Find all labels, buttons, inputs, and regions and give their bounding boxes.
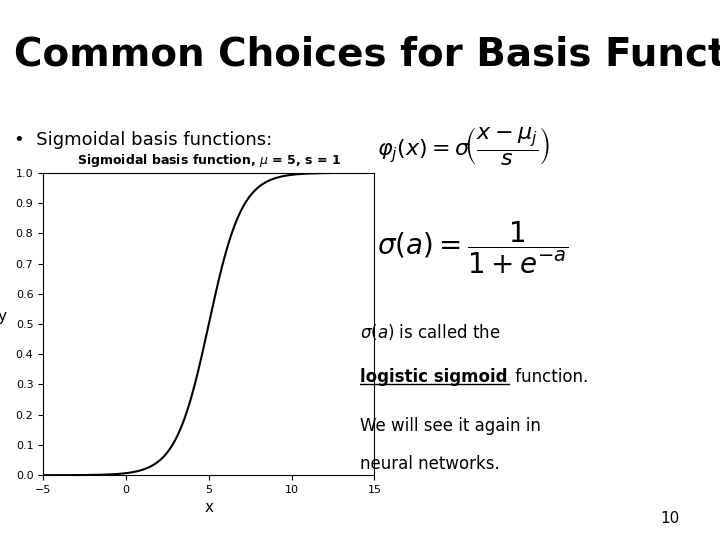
Text: Common Choices for Basis Functions: Common Choices for Basis Functions — [14, 35, 720, 73]
Text: $\sigma(a)$ is called the: $\sigma(a)$ is called the — [360, 322, 500, 342]
X-axis label: x: x — [204, 501, 213, 516]
Text: $\varphi_j(x) = \sigma\!\left(\dfrac{x-\mu_j}{s}\right)$: $\varphi_j(x) = \sigma\!\left(\dfrac{x-\… — [377, 125, 551, 167]
Text: logistic sigmoid: logistic sigmoid — [360, 368, 508, 387]
Text: $\sigma(a) = \dfrac{1}{1+e^{-a}}$: $\sigma(a) = \dfrac{1}{1+e^{-a}}$ — [377, 220, 569, 276]
Text: We will see it again in: We will see it again in — [360, 417, 541, 435]
Text: •  Sigmoidal basis functions:: • Sigmoidal basis functions: — [14, 131, 273, 150]
Text: neural networks.: neural networks. — [360, 455, 500, 473]
Text: function.: function. — [510, 368, 588, 387]
Text: 10: 10 — [660, 511, 679, 526]
Title: Sigmoidal basis function, $\mu$ = 5, s = 1: Sigmoidal basis function, $\mu$ = 5, s =… — [77, 152, 341, 170]
Y-axis label: y: y — [0, 309, 6, 324]
